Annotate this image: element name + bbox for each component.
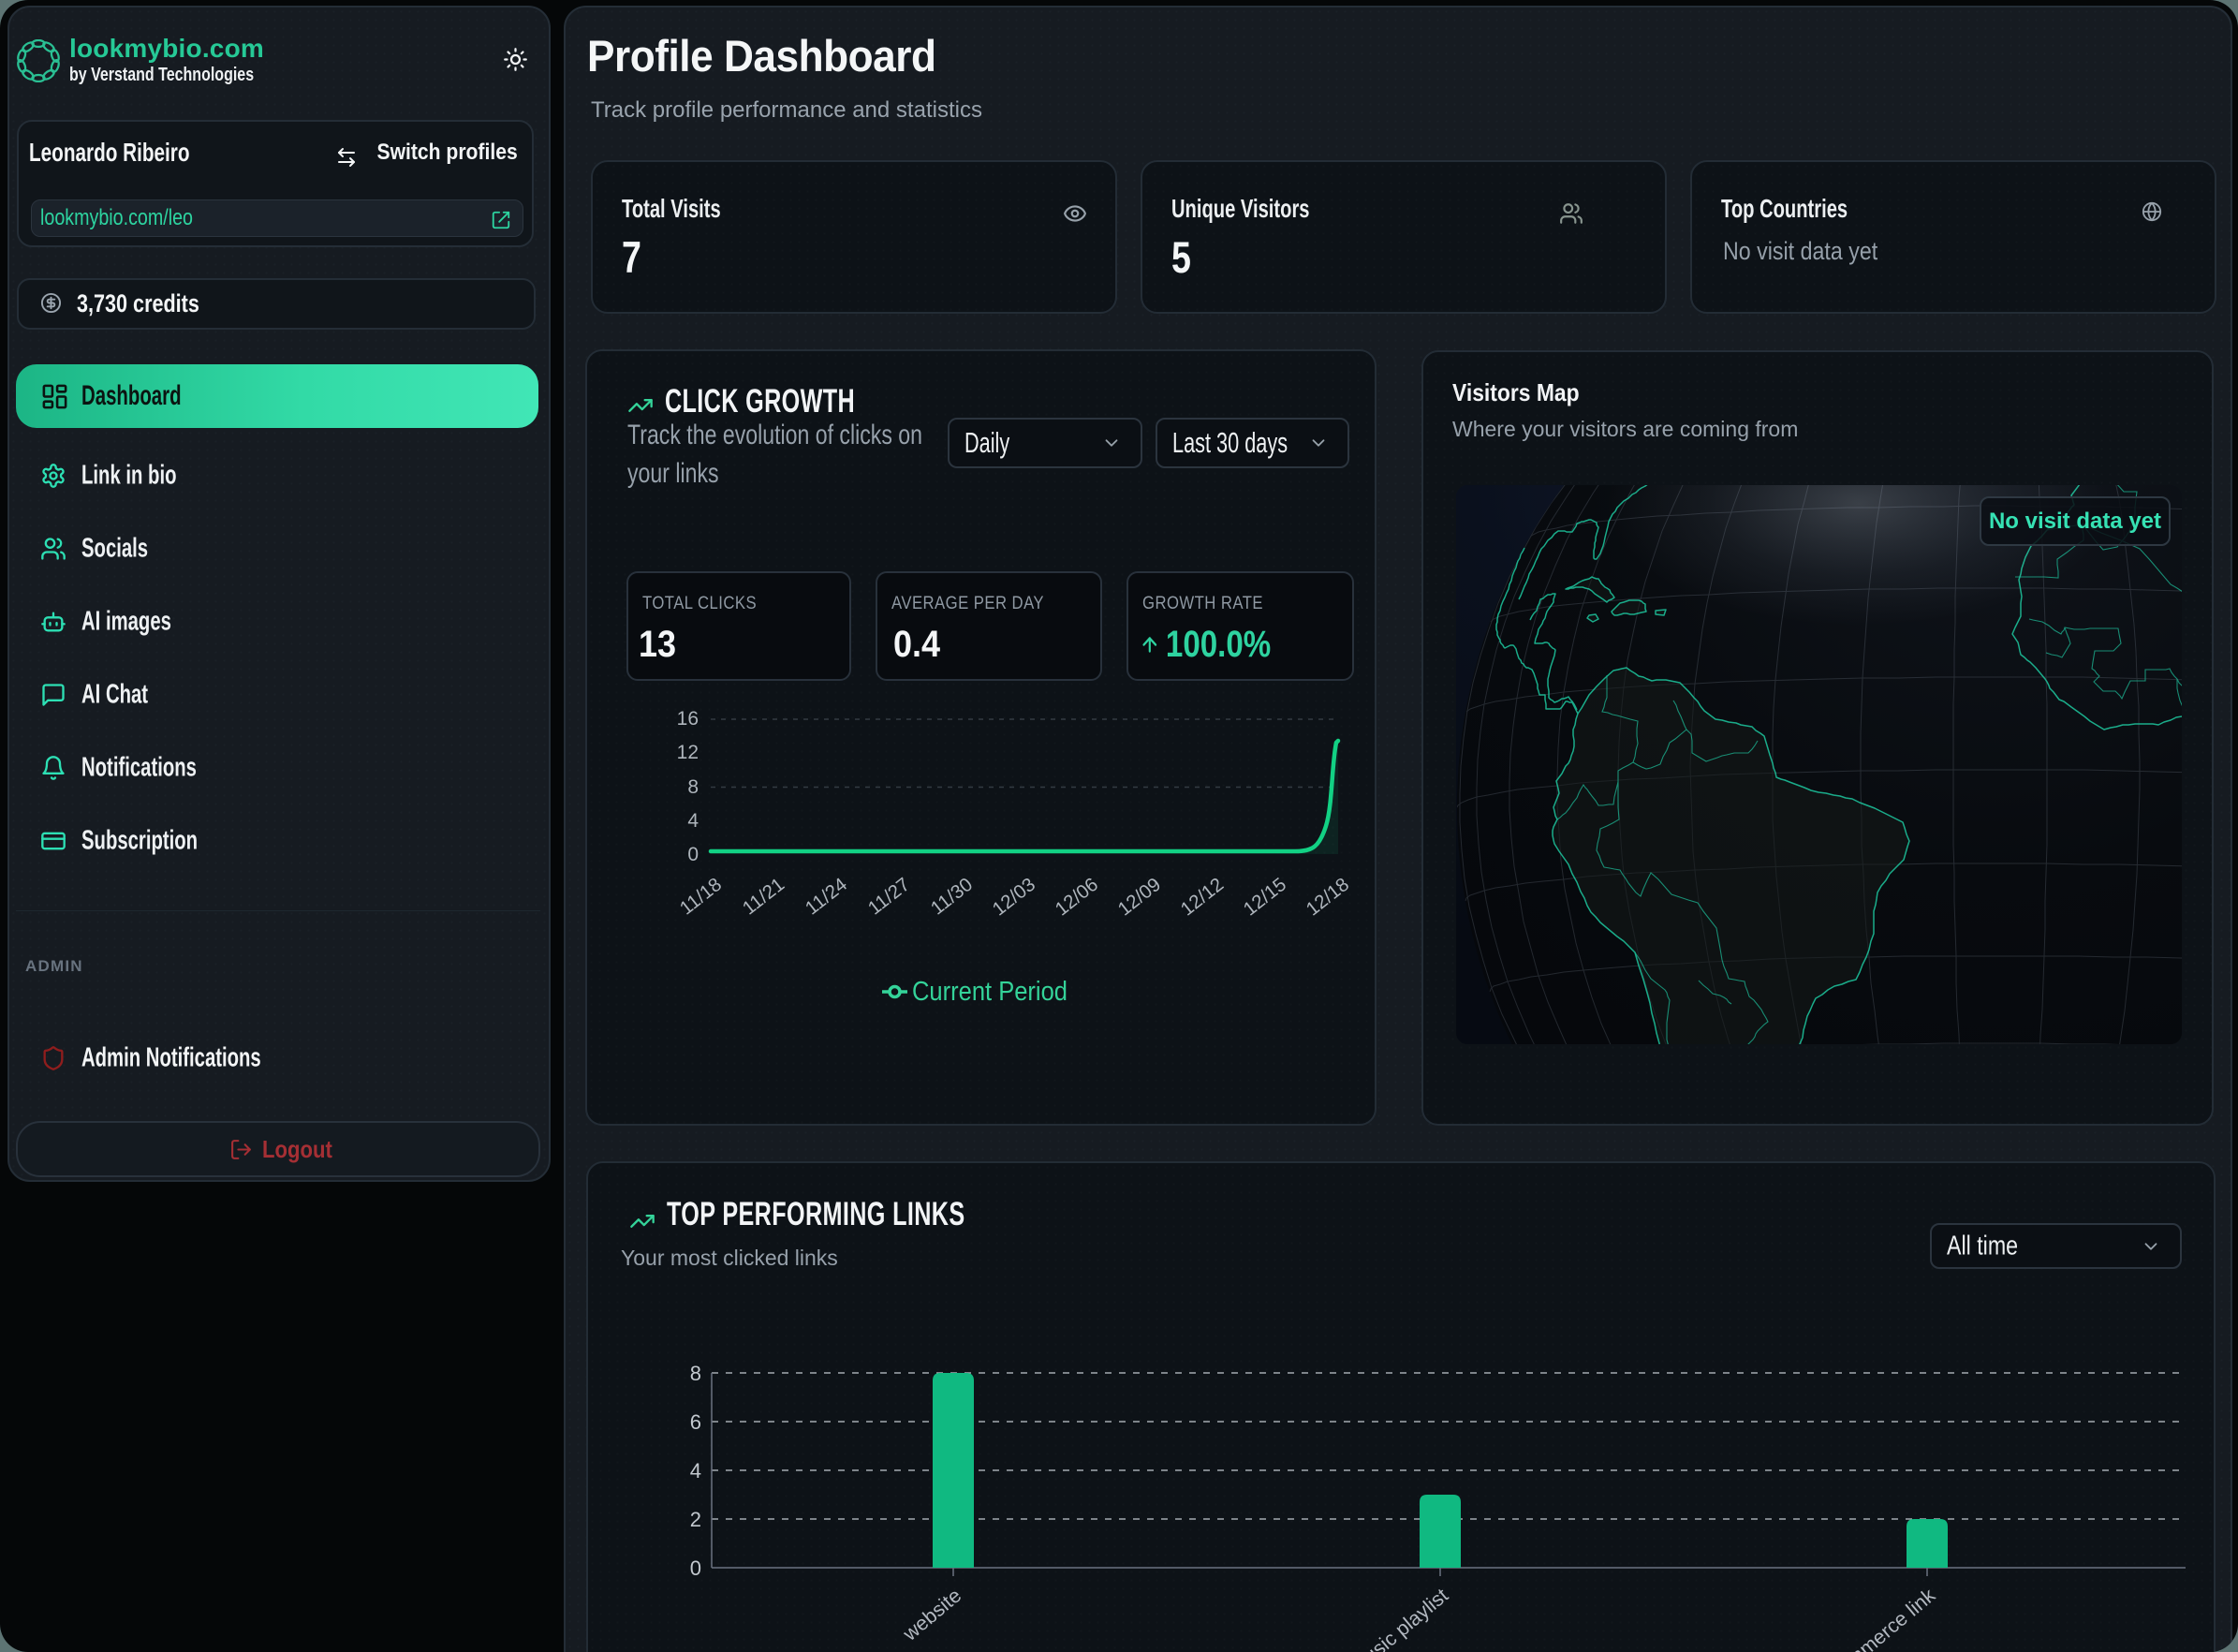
- svg-text:ecommerce link: ecommerce link: [1817, 1584, 1939, 1652]
- svg-text:11/27: 11/27: [864, 874, 914, 920]
- svg-text:8: 8: [687, 776, 699, 798]
- svg-text:12/03: 12/03: [988, 874, 1039, 921]
- svg-text:2: 2: [690, 1508, 701, 1531]
- svg-text:website: website: [898, 1584, 965, 1645]
- svg-text:music playlist: music playlist: [1347, 1584, 1452, 1652]
- svg-text:12/18: 12/18: [1302, 874, 1353, 921]
- svg-text:8: 8: [690, 1362, 701, 1385]
- svg-text:12/06: 12/06: [1051, 874, 1102, 921]
- svg-text:6: 6: [690, 1410, 701, 1434]
- svg-text:0: 0: [690, 1556, 701, 1580]
- svg-text:4: 4: [687, 810, 699, 832]
- svg-text:12/12: 12/12: [1176, 874, 1228, 921]
- svg-text:0: 0: [687, 844, 699, 865]
- svg-text:11/18: 11/18: [676, 874, 726, 920]
- svg-text:12/09: 12/09: [1113, 874, 1165, 921]
- svg-text:12: 12: [677, 742, 699, 763]
- svg-text:Current Period: Current Period: [912, 977, 1067, 1007]
- svg-text:11/21: 11/21: [739, 874, 788, 920]
- svg-text:11/24: 11/24: [802, 874, 851, 920]
- svg-text:11/30: 11/30: [927, 874, 977, 920]
- svg-text:16: 16: [677, 708, 699, 730]
- svg-text:4: 4: [690, 1459, 701, 1482]
- svg-text:12/15: 12/15: [1239, 874, 1290, 921]
